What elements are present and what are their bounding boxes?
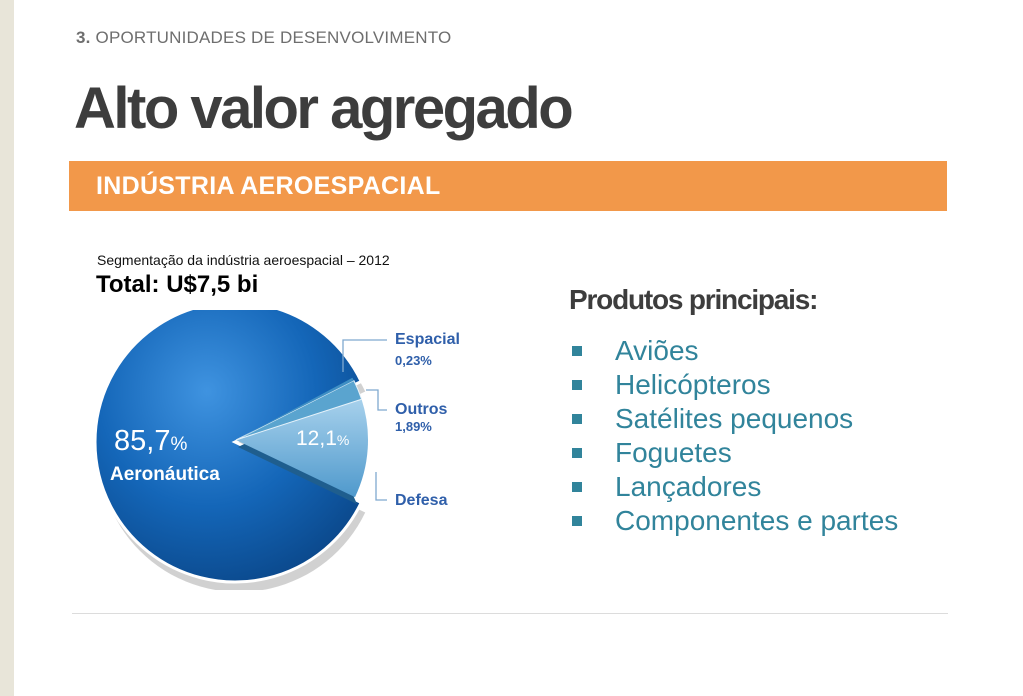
product-item: Aviões (570, 334, 898, 368)
pie-label-outros: Outros (395, 401, 448, 418)
square-bullet-icon (572, 346, 582, 356)
leader-defesa (375, 472, 387, 501)
product-label: Helicópteros (615, 369, 771, 400)
pie-value-unit: % (170, 434, 187, 455)
product-label: Aviões (615, 335, 699, 366)
pie-value-defesa: 12,1% (296, 427, 349, 450)
leader-espacial (342, 339, 387, 372)
pie-value-aeronautica: 85,7% (114, 425, 187, 457)
product-label: Satélites pequenos (615, 403, 854, 434)
pie-value-number: 85,7 (114, 425, 170, 457)
products-list: Aviões Helicópteros Satélites pequenos F… (570, 334, 898, 538)
product-label: Lançadores (615, 471, 762, 502)
square-bullet-icon (572, 380, 582, 390)
page-title: Alto valor agregado (74, 76, 574, 141)
pie-label-aeronautica: Aeronáutica (110, 464, 220, 485)
square-bullet-icon (572, 516, 582, 526)
pie-label-defesa: Defesa (395, 492, 448, 509)
section-label: OPORTUNIDADES DE DESENVOLVIMENTO (95, 28, 452, 47)
square-bullet-icon (572, 448, 582, 458)
section-header: 3. OPORTUNIDADES DE DESENVOLVIMENTO (76, 28, 451, 48)
section-number: 3. (76, 28, 91, 47)
pie-slice-espacial (236, 377, 354, 440)
pie-value-unit: % (337, 432, 349, 448)
pie-value-number: 12,1 (296, 427, 337, 450)
pie-slice-outros (235, 379, 363, 441)
chart-caption: Segmentação da indústria aeroespacial – … (97, 252, 390, 268)
product-item: Lançadores (570, 470, 898, 504)
products-heading: Produtos principais: (569, 284, 818, 315)
leader-outros (366, 389, 387, 411)
product-item: Foguetes (570, 436, 898, 470)
pie-chart: 85,7% Aeronáutica 12,1% Espacial 0,23% Outros… (93, 310, 460, 590)
pie-value-outros: 1,89% (395, 419, 432, 434)
product-item: Helicópteros (570, 368, 898, 402)
product-label: Componentes e partes (615, 505, 899, 536)
pie-slice-defesa (236, 399, 368, 498)
square-bullet-icon (572, 414, 582, 424)
left-rail (0, 0, 14, 696)
pie-label-espacial: Espacial (395, 331, 460, 348)
banner-label: INDÚSTRIA AEROESPACIAL (96, 172, 441, 200)
section-banner: INDÚSTRIA AEROESPACIAL (69, 161, 947, 211)
pie-slice-aeronautica (93, 310, 364, 584)
chart-total: Total: U$7,5 bi (96, 271, 259, 298)
pie-value-espacial: 0,23% (395, 353, 432, 368)
square-bullet-icon (572, 482, 582, 492)
footer-divider (72, 613, 948, 614)
product-label: Foguetes (615, 437, 732, 468)
product-item: Componentes e partes (570, 504, 898, 538)
product-item: Satélites pequenos (570, 402, 898, 436)
